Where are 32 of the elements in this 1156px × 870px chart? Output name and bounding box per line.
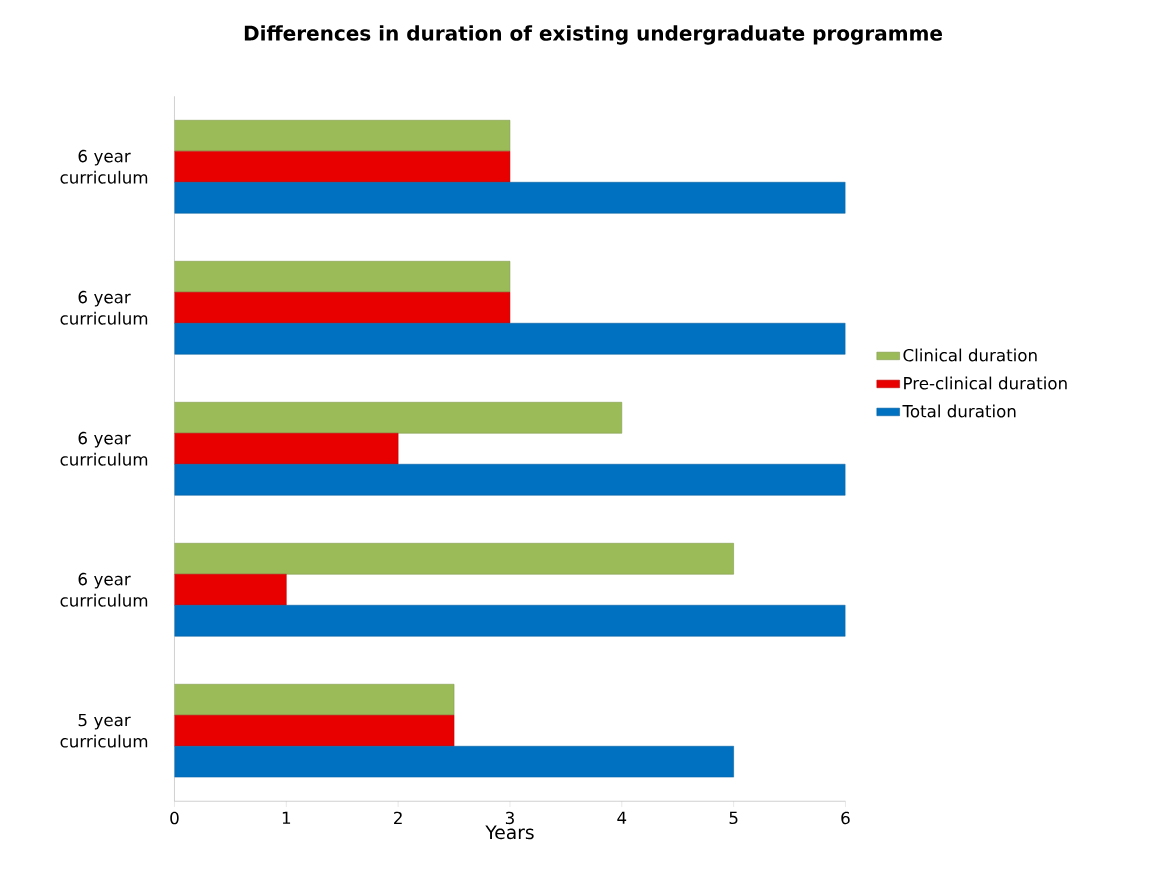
bar: [174, 260, 511, 293]
bar: [174, 463, 846, 496]
bar: [174, 683, 455, 716]
bar: [174, 322, 846, 355]
y-tick-label: 6 year curriculum: [60, 572, 148, 607]
bar: [174, 542, 734, 575]
bar: [174, 573, 287, 606]
bar: [174, 432, 399, 465]
legend-label: Pre-clinical duration: [904, 376, 1067, 390]
legend-label: Clinical duration: [903, 348, 1037, 362]
x-tick-label: 3: [505, 811, 514, 825]
chart-title: Differences in duration of existing undergraduate programme: [244, 25, 942, 45]
x-tick-label: 5: [729, 811, 738, 825]
bar: [174, 604, 846, 637]
x-tick-label: 4: [617, 811, 627, 824]
legend-label: Total duration: [902, 404, 1016, 418]
y-tick-label: 6 year curriculum: [60, 290, 148, 325]
x-tick-label: 6: [841, 811, 850, 825]
bar: [174, 401, 623, 434]
bar: [174, 119, 511, 152]
y-tick-label: 6 year curriculum: [60, 431, 148, 466]
y-tick-label: 5 year curriculum: [60, 713, 148, 748]
x-tick-label: 0: [170, 811, 179, 825]
x-tick-label: 1: [282, 811, 291, 824]
bar: [174, 181, 846, 214]
bar: [174, 714, 455, 747]
x-tick-label: 2: [394, 811, 402, 825]
bar: [174, 291, 511, 324]
bar: [174, 745, 734, 778]
x-axis-title: Years: [485, 825, 534, 840]
y-tick-label: 6 year curriculum: [60, 149, 148, 184]
bar: [174, 150, 511, 183]
